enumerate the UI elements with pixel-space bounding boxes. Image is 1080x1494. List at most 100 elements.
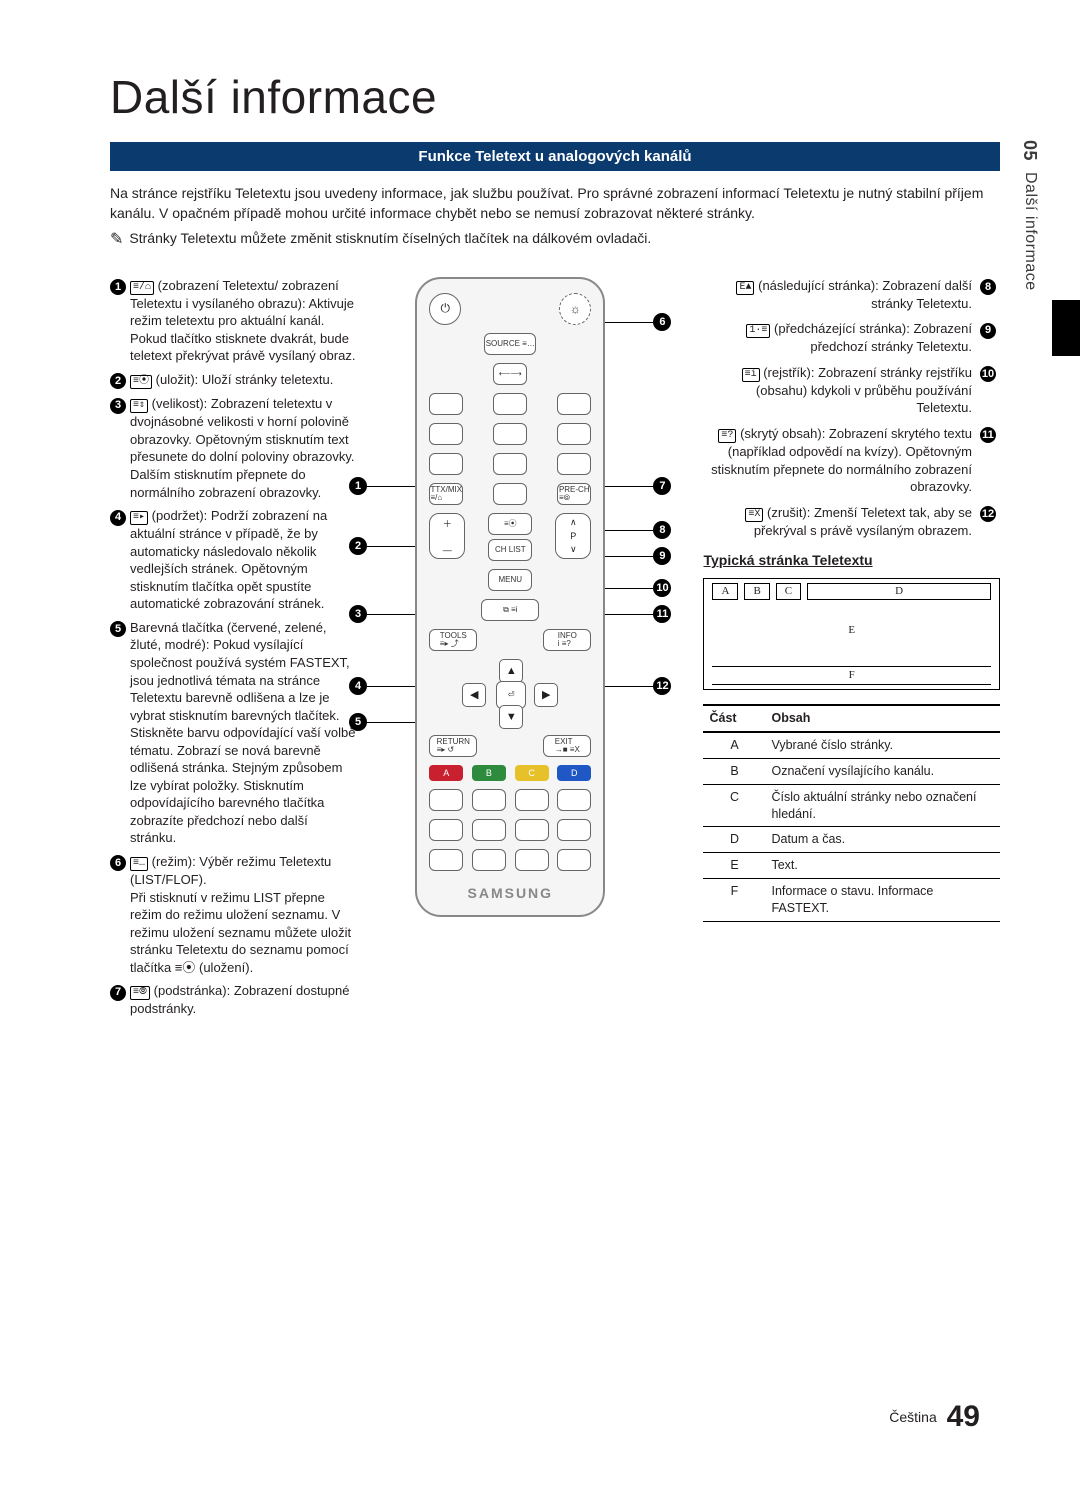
callout-badge: 5	[110, 621, 126, 637]
th-content: Obsah	[765, 705, 1000, 732]
callout-2: 2	[349, 537, 367, 555]
return-button[interactable]: RETURN ≡▸ ↺	[429, 735, 477, 757]
list-item: 5 Barevná tlačítka (červené, zelené, žlu…	[110, 619, 357, 847]
ttx-icon: ≡▸	[130, 511, 148, 525]
item-text: (skrytý obsah): Zobrazení skrytého textu…	[711, 426, 972, 494]
ttx-icon: ≡?	[718, 429, 736, 443]
callout-9: 9	[653, 547, 671, 565]
callout-badge: 7	[110, 985, 126, 1001]
power-button[interactable]: ⏻	[429, 293, 461, 325]
callout-badge: 3	[110, 398, 126, 414]
item-text: (zobrazení Teletextu/ zobrazení Teletext…	[130, 278, 355, 364]
yellow-button[interactable]: C	[515, 765, 549, 781]
num-button[interactable]	[493, 453, 527, 475]
list-item: 6 ≡… (režim): Výběr režimu Teletextu (LI…	[110, 853, 357, 976]
item-text: (režim): Výběr režimu Teletextu (LIST/FL…	[130, 854, 351, 975]
fn-button[interactable]	[472, 819, 506, 841]
fn-button[interactable]	[557, 789, 591, 811]
fn-button[interactable]	[429, 849, 463, 871]
num-button[interactable]	[429, 393, 463, 415]
tools-button[interactable]: TOOLS ≡▸ ⤴	[429, 629, 477, 651]
callout-4: 4	[349, 677, 367, 695]
page: 05 Další informace Další informace Funkc…	[0, 0, 1080, 1494]
program-rocker[interactable]: ∧P∨	[555, 513, 591, 559]
num-button[interactable]	[557, 393, 591, 415]
item-text: (předcházející stránka): Zobrazení předc…	[774, 321, 972, 354]
screen-part-e: E	[704, 623, 999, 638]
red-button[interactable]: A	[429, 765, 463, 781]
callout-badge: 9	[980, 323, 996, 339]
ttx-icon: ≡/⌂	[130, 281, 154, 295]
fn-button[interactable]	[429, 819, 463, 841]
callout-badge: 1	[110, 277, 130, 365]
screen-part-d: D	[807, 583, 991, 600]
fn-button[interactable]	[557, 849, 591, 871]
table-row: FInformace o stavu. Informace FASTEXT.	[703, 879, 1000, 922]
screen-part-f: F	[712, 666, 991, 685]
side-tab: 05 Další informace	[1019, 140, 1040, 291]
fn-button[interactable]	[515, 789, 549, 811]
callout-11: 11	[653, 605, 671, 623]
mute-button[interactable]: ≡⦿	[488, 513, 532, 535]
num-button[interactable]	[557, 453, 591, 475]
item-text: (podstránka): Zobrazení dostupné podstrá…	[130, 983, 349, 1016]
left-button[interactable]: ◀	[462, 683, 486, 707]
ttx-icon: E▲	[736, 281, 754, 295]
table-row: EText.	[703, 853, 1000, 879]
table-row: DDatum a čas.	[703, 827, 1000, 853]
right-button[interactable]: ▶	[534, 683, 558, 707]
fn-button[interactable]	[472, 849, 506, 871]
up-button[interactable]: ▲	[499, 659, 523, 683]
page-number: 49	[947, 1400, 980, 1433]
num-button[interactable]	[557, 423, 591, 445]
light-button[interactable]: ☼	[559, 293, 591, 325]
num-button[interactable]	[429, 423, 463, 445]
list-item: 1 ≡/⌂ (zobrazení Teletextu/ zobrazení Te…	[110, 277, 357, 365]
intro-note: ✎ Stránky Teletextu můžete změnit stiskn…	[110, 230, 1000, 249]
callout-badge: 6	[110, 855, 126, 871]
list-item: 4 ≡▸ (podržet): Podrží zobrazení na aktu…	[110, 507, 357, 613]
list-item: 3 ≡⇕ (velikost): Zobrazení teletextu v d…	[110, 395, 357, 501]
ttx-icon: ≡X	[745, 508, 763, 522]
ttx-icon: ≡⦿	[130, 375, 152, 389]
list-item: ≡? (skrytý obsah): Zobrazení skrytého te…	[703, 425, 1000, 496]
num-button[interactable]	[493, 423, 527, 445]
hdmi-button[interactable]: ⟵⟶	[493, 363, 527, 385]
num-button[interactable]	[493, 393, 527, 415]
right-column: E▲ (následující stránka): Zobrazení dalš…	[703, 277, 1000, 1024]
volume-rocker[interactable]: ＋—	[429, 513, 465, 559]
callout-badge: 4	[110, 510, 126, 526]
num-button[interactable]	[429, 453, 463, 475]
intro-text: Na stránce rejstříku Teletextu jsou uved…	[110, 183, 1000, 224]
note-icon: ✎	[110, 230, 123, 249]
th-part: Část	[703, 705, 765, 732]
menu-button[interactable]: MENU	[488, 569, 532, 591]
fn-button[interactable]	[472, 789, 506, 811]
exit-button[interactable]: EXIT →■ ≡X	[543, 735, 591, 757]
fn-button[interactable]	[515, 819, 549, 841]
guide-button[interactable]: ⧉ ≡i	[481, 599, 539, 621]
fn-button[interactable]	[515, 849, 549, 871]
callout-badge: 2	[110, 373, 126, 389]
green-button[interactable]: B	[472, 765, 506, 781]
columns: 1 ≡/⌂ (zobrazení Teletextu/ zobrazení Te…	[110, 277, 1000, 1024]
num-button[interactable]	[493, 483, 527, 505]
list-item: ≡i (rejstřík): Zobrazení stránky rejstří…	[703, 364, 1000, 417]
item-text: (uložit): Uloží stránky teletextu.	[156, 372, 334, 387]
blue-button[interactable]: D	[557, 765, 591, 781]
fn-button[interactable]	[429, 789, 463, 811]
info-button[interactable]: INFO i ≡?	[543, 629, 591, 651]
item-text: (zrušit): Zmenší Teletext tak, aby se př…	[754, 505, 972, 538]
source-button[interactable]: SOURCE ≡…	[484, 333, 536, 355]
list-item: ≡X (zrušit): Zmenší Teletext tak, aby se…	[703, 504, 1000, 540]
list-item: 7 ≡⦾ (podstránka): Zobrazení dostupné po…	[110, 982, 357, 1018]
screen-part-a: A	[712, 583, 738, 600]
ch-list-button[interactable]: CH LIST	[488, 539, 532, 561]
brand-label: SAMSUNG	[429, 885, 591, 901]
fn-button[interactable]	[557, 819, 591, 841]
pre-ch-button[interactable]: PRE-CH ≡⦾	[557, 483, 591, 505]
screen-part-c: C	[776, 583, 801, 600]
down-button[interactable]: ▼	[499, 705, 523, 729]
lead-line	[599, 556, 653, 557]
ttx-mix-button[interactable]: TTX/MIX ≡/⌂	[429, 483, 463, 505]
